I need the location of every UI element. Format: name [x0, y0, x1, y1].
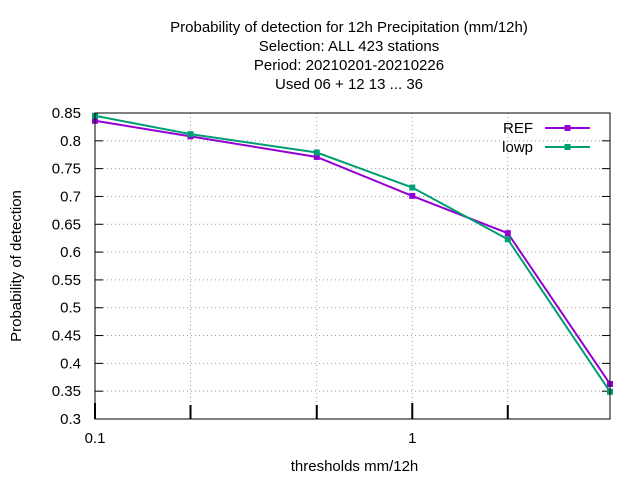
legend-label: lowp [502, 139, 533, 156]
legend: REF lowp [502, 120, 590, 156]
data-point-lowp [187, 131, 194, 138]
y-tick-label: 0.8 [60, 133, 81, 150]
data-point-ref [409, 192, 416, 199]
grid [95, 113, 610, 419]
data-point-ref [504, 230, 511, 237]
legend-marker [564, 144, 571, 150]
data-point-lowp [504, 236, 511, 243]
y-tick-label: 0.55 [52, 272, 81, 289]
y-tick-label: 0.45 [52, 328, 81, 345]
data-point-lowp [409, 184, 416, 191]
y-tick-label: 0.5 [60, 300, 81, 317]
y-tick-label: 0.65 [52, 216, 81, 233]
x-tick-labels: 0.1 1 [85, 430, 417, 447]
x-axis-label: thresholds mm/12h [291, 458, 419, 475]
y-tick-label: 0.6 [60, 244, 81, 261]
title-line: Period: 20210201-20210226 [254, 57, 444, 74]
title-line: Used 06 + 12 13 ... 36 [275, 76, 423, 93]
y-tick-label: 0.35 [52, 383, 81, 400]
plot-border [94, 112, 611, 420]
x-tick-label: 0.1 [85, 430, 106, 447]
axis-ticks [94, 112, 610, 420]
title-line: Selection: ALL 423 stations [259, 38, 439, 55]
chart-title: Probability of detection for 12h Precipi… [170, 19, 528, 93]
y-tick-labels: 0.3 0.35 0.4 0.45 0.5 0.55 0.6 0.65 0.7 0.75 0.8 0.… [52, 105, 81, 428]
y-tick-label: 0.75 [52, 161, 81, 178]
data-point-ref [313, 153, 320, 160]
series-line-lowp [94, 114, 611, 393]
title-line: Probability of detection for 12h Precipi… [170, 19, 528, 36]
series [92, 112, 613, 395]
y-tick-label: 0.85 [52, 105, 81, 122]
series-line-ref [94, 119, 611, 385]
y-tick-label: 0.4 [60, 355, 81, 372]
legend-label: REF [503, 120, 533, 137]
y-tick-label: 0.3 [60, 411, 81, 428]
y-tick-label: 0.7 [60, 188, 81, 205]
data-point-lowp [313, 149, 320, 156]
x-tick-label: 1 [408, 430, 416, 447]
legend-marker [564, 125, 571, 131]
y-axis-label: Probability of detection [8, 190, 25, 342]
